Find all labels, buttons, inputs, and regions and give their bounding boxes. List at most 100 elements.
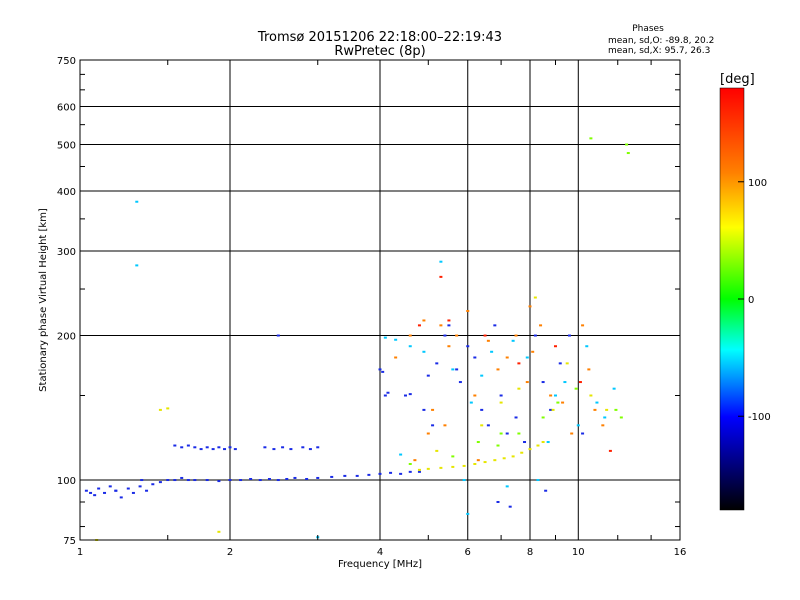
data-point — [517, 362, 521, 365]
data-point — [528, 305, 532, 308]
data-point — [408, 334, 412, 337]
data-point — [533, 296, 537, 299]
data-point — [505, 432, 509, 435]
data-point — [145, 489, 149, 492]
data-point — [549, 394, 553, 397]
data-point — [378, 472, 382, 475]
data-point — [556, 401, 560, 404]
data-point — [193, 446, 197, 449]
data-point — [581, 432, 585, 435]
data-point — [126, 487, 130, 490]
data-point — [330, 475, 334, 478]
data-point — [570, 432, 574, 435]
data-point — [343, 474, 347, 477]
data-point — [151, 483, 155, 486]
colorbar-label: [deg] — [720, 72, 755, 87]
data-point — [626, 152, 630, 155]
data-point — [381, 370, 385, 373]
data-point — [431, 424, 435, 427]
data-point — [394, 338, 398, 341]
data-point — [135, 264, 139, 267]
data-point — [435, 362, 439, 365]
y-tick-label: 300 — [57, 247, 76, 258]
data-point — [517, 432, 521, 435]
data-point — [541, 381, 545, 384]
data-point — [431, 408, 435, 411]
data-point — [499, 432, 503, 435]
x-tick-label: 10 — [572, 547, 585, 558]
data-point — [539, 324, 543, 327]
data-point — [612, 387, 616, 390]
data-point — [533, 334, 537, 337]
data-point — [605, 408, 609, 411]
x-tick-label: 4 — [377, 547, 383, 558]
data-point — [89, 491, 93, 494]
data-point — [505, 485, 509, 488]
data-point — [531, 350, 535, 353]
colorbar: [deg] 100 0 -100 — [719, 72, 771, 511]
data-point — [408, 462, 412, 465]
data-point — [589, 137, 593, 140]
data-point — [480, 408, 484, 411]
data-point — [285, 477, 289, 480]
data-point — [493, 459, 497, 462]
data-point — [473, 356, 477, 359]
data-point — [276, 334, 280, 337]
data-point — [565, 362, 569, 365]
data-point — [466, 309, 470, 312]
data-point — [367, 473, 371, 476]
data-point — [383, 394, 387, 397]
data-point — [417, 468, 421, 471]
data-point — [186, 479, 190, 482]
y-axis-label: Stationary phase Virtual Height [km] — [38, 208, 49, 392]
data-point — [480, 374, 484, 377]
chart-subtitle: RwPretec (8p) — [334, 44, 425, 59]
data-point — [267, 477, 271, 480]
data-point — [439, 275, 443, 278]
data-point — [476, 441, 480, 444]
data-point — [138, 485, 142, 488]
data-point — [576, 424, 580, 427]
data-point — [239, 479, 243, 482]
data-point — [166, 479, 170, 482]
data-point — [439, 466, 443, 469]
phases-title: Phases — [632, 24, 664, 34]
data-point — [502, 457, 506, 460]
data-point — [458, 381, 462, 384]
data-point — [447, 345, 451, 348]
data-point — [135, 200, 139, 203]
data-point — [316, 476, 320, 479]
data-point — [544, 489, 548, 492]
data-point — [561, 401, 565, 404]
data-point — [186, 444, 190, 447]
data-point — [426, 374, 430, 377]
data-point — [408, 345, 412, 348]
data-point — [119, 496, 123, 499]
data-point — [619, 416, 623, 419]
data-point — [272, 448, 276, 451]
data-point — [511, 339, 515, 342]
data-point — [587, 368, 591, 371]
data-point — [408, 470, 412, 473]
data-point — [158, 408, 162, 411]
data-point — [447, 319, 451, 322]
data-point — [205, 446, 209, 449]
data-point — [173, 444, 177, 447]
colorbar-ticks: 100 0 -100 — [738, 178, 771, 423]
phases-line-x: mean, sd,X: 95.7, 26.3 — [608, 46, 710, 56]
data-point — [490, 350, 494, 353]
data-point — [528, 448, 532, 451]
data-point — [378, 368, 382, 371]
x-tick-label: 16 — [674, 547, 687, 558]
data-point — [93, 494, 97, 497]
data-point — [553, 394, 557, 397]
plot-area: 1 2 4 6 8 10 16 75 100 200 300 400 500 600 750 — [57, 56, 686, 558]
data-point — [520, 451, 524, 454]
x-tick-label: 1 — [77, 547, 83, 558]
x-tick-label: 2 — [227, 547, 233, 558]
data-point — [97, 487, 101, 490]
data-point — [585, 345, 589, 348]
data-point — [466, 512, 470, 515]
data-point — [355, 474, 359, 477]
data-point — [180, 476, 184, 479]
